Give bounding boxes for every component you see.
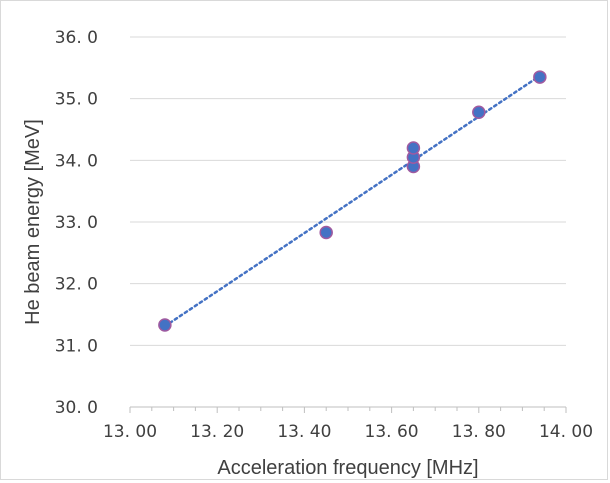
x-tick-label: 13. 40 xyxy=(277,422,331,442)
x-tick-label: 13. 20 xyxy=(190,422,244,442)
y-axis-title: He beam energy [MeV] xyxy=(22,119,44,325)
x-tick-label: 14. 00 xyxy=(539,422,593,442)
data-point xyxy=(533,70,547,84)
x-tick-label: 13. 80 xyxy=(452,422,506,442)
y-tick-label: 34. 0 xyxy=(55,151,98,171)
gridlines xyxy=(130,36,566,346)
y-tick-label: 33. 0 xyxy=(55,213,98,233)
y-tick-label: 31. 0 xyxy=(55,336,98,356)
y-tick-label: 30. 0 xyxy=(55,398,98,418)
data-point xyxy=(406,141,421,155)
y-tick-label: 36. 0 xyxy=(55,28,98,48)
tick-labels: 30. 0 31. 0 32. 0 33. 0 34. 0 35. 0 36. 0 13. 0… xyxy=(55,28,593,442)
x-tick-label: 13. 60 xyxy=(365,422,419,442)
y-tick-label: 35. 0 xyxy=(55,90,98,110)
data-point xyxy=(158,318,172,332)
data-points xyxy=(158,70,547,332)
y-tick-label: 32. 0 xyxy=(55,275,98,295)
data-point xyxy=(319,225,333,240)
axes xyxy=(129,406,567,413)
x-axis-title: Acceleration frequency [MHz] xyxy=(217,457,478,479)
x-tick-label: 13. 00 xyxy=(103,422,157,442)
data-point xyxy=(472,105,486,119)
